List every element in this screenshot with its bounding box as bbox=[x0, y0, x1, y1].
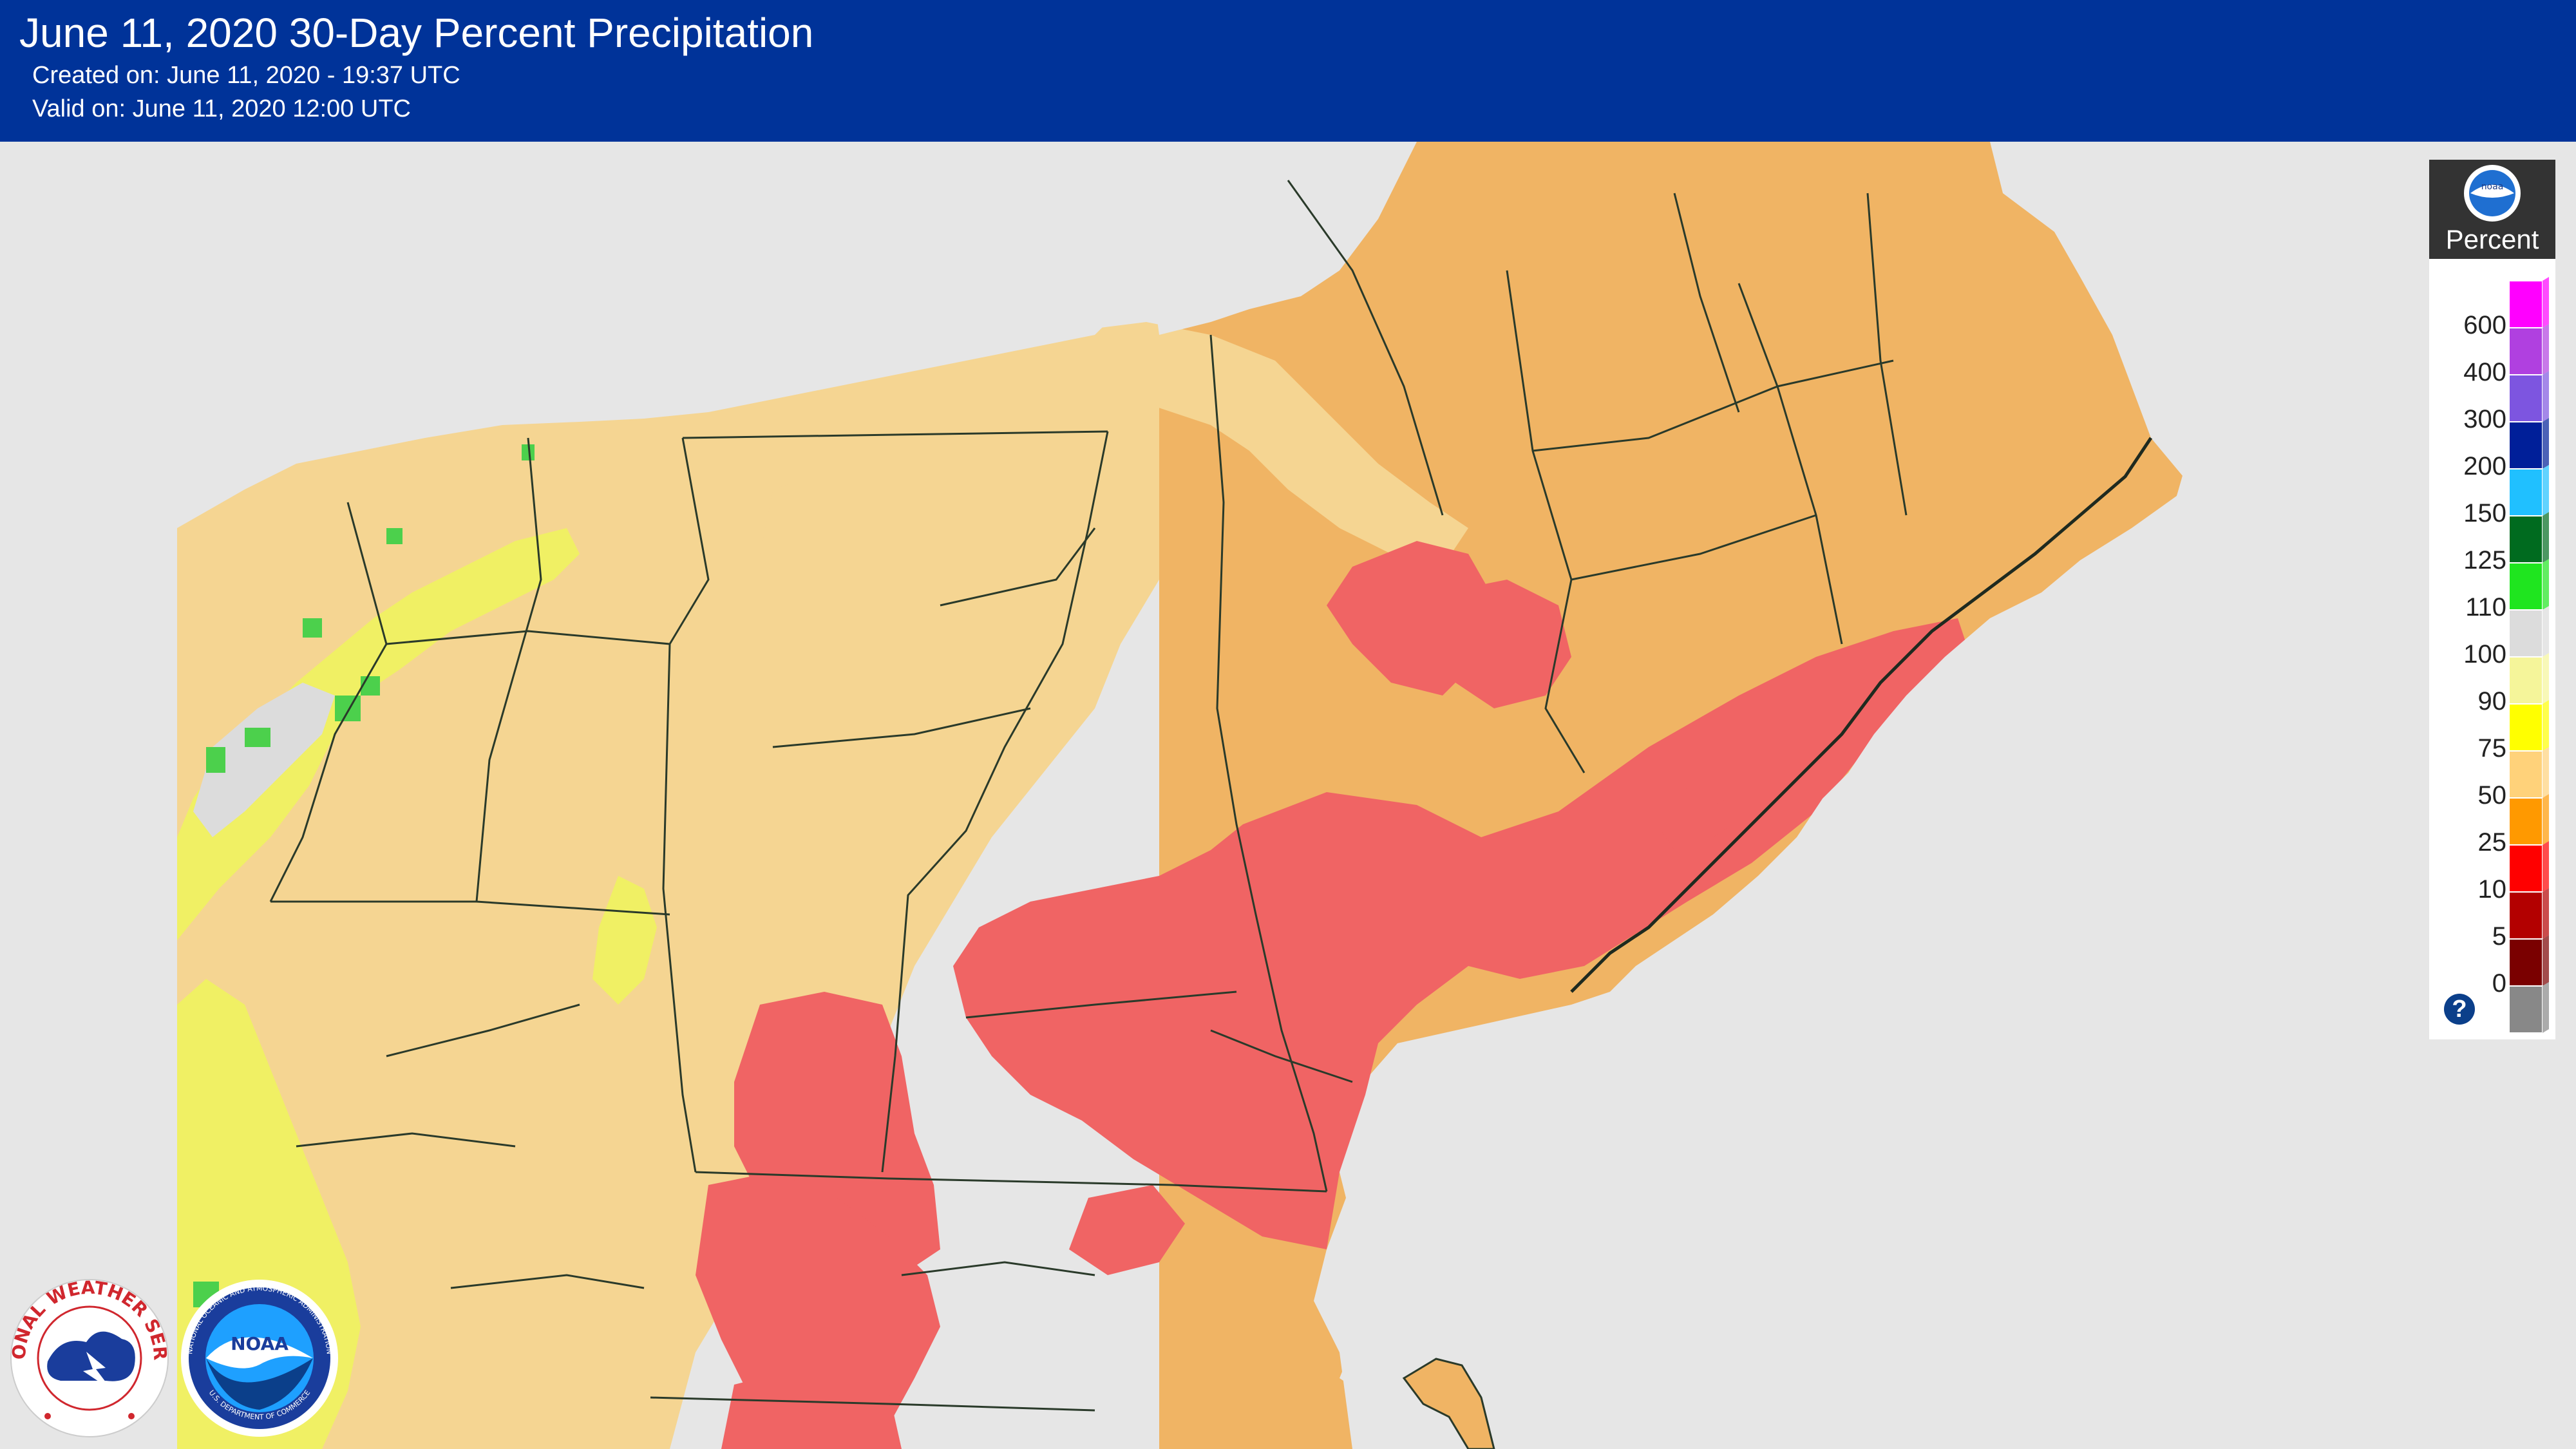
legend-label: 110 bbox=[2465, 593, 2506, 621]
legend-label: 400 bbox=[2463, 358, 2506, 386]
legend-label: 200 bbox=[2463, 452, 2506, 480]
legend-swatch bbox=[2508, 985, 2543, 1034]
legend-help-button[interactable]: ? bbox=[2444, 994, 2475, 1025]
noaa-legend-icon: noaa bbox=[2464, 165, 2521, 222]
legend-swatch-side bbox=[2543, 371, 2549, 422]
map-title: June 11, 2020 30-Day Percent Precipitati… bbox=[19, 10, 814, 56]
legend-label: 125 bbox=[2463, 546, 2506, 574]
legend-label: 5 bbox=[2492, 922, 2506, 951]
legend-swatch-side bbox=[2543, 606, 2549, 657]
valid-timestamp: Valid on: June 11, 2020 12:00 UTC bbox=[32, 95, 411, 122]
legend-swatch-side bbox=[2543, 653, 2549, 704]
land-region-50-75-center bbox=[747, 464, 953, 747]
legend-labels: 600 400 300 200 150 125 110 100 90 75 50 25 10 5 0 bbox=[2429, 259, 2555, 1039]
legend-swatch bbox=[2508, 468, 2543, 516]
legend-swatch-side bbox=[2543, 465, 2549, 516]
noaa-logo-center: NOAA bbox=[231, 1333, 289, 1354]
legend-label: 10 bbox=[2477, 875, 2507, 904]
legend-swatch bbox=[2508, 609, 2543, 658]
legend-label: 100 bbox=[2463, 640, 2506, 668]
coastal-islands bbox=[1636, 792, 1758, 863]
cape-cod bbox=[1402, 1358, 1495, 1449]
precipitation-map[interactable] bbox=[0, 142, 2576, 1449]
legend-swatch bbox=[2508, 562, 2543, 611]
maine-coastline bbox=[1570, 437, 2153, 993]
nws-logo: NATIONAL WEATHER SERVICE bbox=[9, 1278, 170, 1437]
legend-swatch-side bbox=[2543, 559, 2549, 610]
legend-swatch-side bbox=[2543, 324, 2549, 375]
legend-swatch-side bbox=[2543, 747, 2549, 798]
legend-swatch-side bbox=[2543, 982, 2549, 1033]
map-header: June 11, 2020 30-Day Percent Precipitati… bbox=[0, 0, 2576, 142]
legend-label: 300 bbox=[2463, 405, 2506, 433]
legend-swatch-side bbox=[2543, 700, 2549, 751]
northwest-gray bbox=[177, 142, 1159, 528]
noaa-logo: NOAA NATIONAL OCEANIC AND ATMOSPHERIC AD… bbox=[181, 1280, 338, 1437]
created-timestamp: Created on: June 11, 2020 - 19:37 UTC bbox=[32, 62, 460, 89]
legend-swatch-side bbox=[2543, 277, 2549, 328]
legend-swatch-side bbox=[2543, 841, 2549, 892]
legend-title: Percent bbox=[2445, 224, 2539, 254]
boundary-lines bbox=[269, 180, 1908, 1412]
map-left-margin bbox=[0, 142, 177, 1449]
legend-body bbox=[2429, 259, 2555, 1039]
legend-logo-text: noaa bbox=[2481, 182, 2504, 192]
land-region-10-25 bbox=[696, 541, 1971, 1449]
legend-swatch-side bbox=[2543, 512, 2549, 563]
legend-swatch bbox=[2508, 656, 2543, 705]
northern-canada-gray bbox=[1133, 142, 1417, 335]
legend-label: 150 bbox=[2463, 499, 2506, 527]
legend-swatch-side bbox=[2543, 418, 2549, 469]
ocean bbox=[1340, 142, 2576, 1449]
legend-label: 25 bbox=[2477, 828, 2507, 857]
legend-swatch bbox=[2508, 703, 2543, 752]
legend-label: 50 bbox=[2477, 781, 2507, 810]
legend-label: 90 bbox=[2477, 687, 2507, 715]
legend-swatch bbox=[2508, 750, 2543, 799]
land-region-90-100 bbox=[193, 683, 335, 837]
legend-label: 0 bbox=[2492, 969, 2506, 998]
land-region-50-75-north bbox=[1108, 322, 1468, 567]
land-region-75-90-valley bbox=[592, 876, 657, 1005]
legend-swatch-side bbox=[2543, 794, 2549, 845]
legend-label: 75 bbox=[2477, 734, 2507, 762]
legend-color-bar bbox=[2508, 277, 2549, 1034]
legend-swatch-side bbox=[2543, 888, 2549, 939]
legend-label: 600 bbox=[2463, 311, 2506, 339]
legend-swatch-side bbox=[2543, 935, 2549, 986]
legend-swatch bbox=[2508, 421, 2543, 469]
land-region-100-110 bbox=[193, 444, 535, 1307]
